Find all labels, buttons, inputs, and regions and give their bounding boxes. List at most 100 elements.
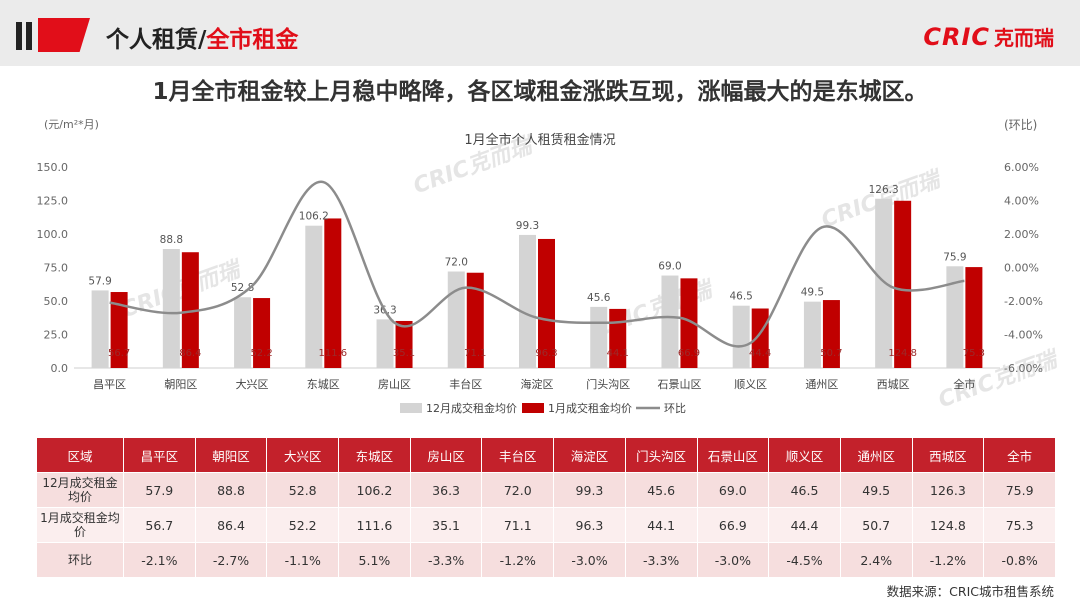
table-cell: 49.5 (839, 472, 913, 508)
data-label-jan: 71.1 (464, 348, 486, 359)
table-header-cell: 西城区 (911, 437, 985, 473)
data-label-jan: 56.7 (108, 348, 130, 359)
table-cell: 35.1 (409, 507, 483, 543)
bar-dec (732, 305, 750, 368)
page-title: 个人租赁/全市租金 (106, 20, 298, 54)
data-label-jan: 44.4 (749, 348, 771, 359)
x-tick-label: 丰台区 (449, 377, 482, 391)
table-cell: 71.1 (481, 507, 555, 543)
data-label-dec: 126.3 (869, 184, 899, 196)
bar-jan (395, 320, 413, 368)
row-label-line1: 1月成交租金均 (40, 511, 120, 525)
legend-label-dec: 12月成交租金均价 (426, 401, 517, 415)
y-tick-label: 50.0 (44, 295, 69, 308)
legend-label-mom: 环比 (664, 402, 686, 415)
x-tick-label: 通州区 (805, 378, 838, 391)
table-header-row: 区域 昌平区 朝阳区 大兴区 东城区 房山区 丰台区 海淀区 门头沟区 石景山区 顺义区 通州区 西城区… (36, 437, 1056, 473)
table-header-cell: 门头沟区 (624, 437, 698, 473)
chart-title: 1月全市个人租赁租金情况 (464, 132, 615, 148)
table-cell: -4.5% (768, 542, 841, 578)
x-tick-label: 西城区 (877, 378, 910, 391)
logo-latin: CRIC (923, 22, 990, 51)
y-tick-label: 75.0 (44, 262, 69, 275)
table-header-cell: 全市 (983, 437, 1056, 473)
y2-tick-label: 4.00% (1004, 195, 1039, 208)
row-label: 12月成交租金 均价 (36, 472, 124, 508)
y-tick-label: 150.0 (37, 161, 69, 174)
data-label-dec: 106.2 (299, 211, 329, 223)
bar-dec (661, 275, 679, 368)
x-tick-label: 大兴区 (236, 377, 269, 391)
table-cell: -1.2% (481, 542, 555, 578)
data-label-dec: 72.0 (445, 257, 468, 269)
left-axis-unit: (元/m²*月) (44, 118, 99, 131)
bar-jan (253, 298, 271, 368)
row-label-line2: 均价 (67, 490, 92, 504)
bar-jan (324, 218, 342, 368)
data-label-jan: 35.1 (393, 348, 415, 359)
data-label-dec: 45.6 (587, 292, 611, 304)
table-cell: 2.4% (839, 542, 913, 578)
table-cell: 50.7 (839, 507, 913, 543)
data-label-dec: 52.8 (231, 282, 254, 294)
logo-chinese: 克而瑞 (994, 26, 1054, 50)
legend-swatch-jan (522, 403, 544, 413)
row-label-line2: 价 (73, 525, 86, 539)
table-cell: -0.8% (983, 542, 1056, 578)
bar-dec (234, 297, 252, 368)
data-source: 数据来源：CRIC城市租售系统 (886, 584, 1054, 599)
y-tick-label: 125.0 (37, 195, 69, 208)
data-label-jan: 44.1 (607, 348, 629, 359)
bar-dec (162, 249, 180, 368)
data-label-jan: 66.9 (678, 348, 700, 359)
header-stripes-icon (16, 22, 32, 50)
bar-dec (946, 266, 964, 368)
bar-dec (376, 319, 394, 368)
bar-jan (751, 308, 769, 368)
table-header-cell: 通州区 (839, 437, 913, 473)
legend-swatch-dec (400, 403, 422, 413)
table-cell: 86.4 (194, 507, 268, 543)
bar-jan (609, 308, 627, 368)
legend-label-jan: 1月成交租金均价 (548, 401, 632, 415)
table-header-cell: 丰台区 (481, 437, 555, 473)
bar-jan (466, 272, 484, 368)
rent-table: 区域 昌平区 朝阳区 大兴区 东城区 房山区 丰台区 海淀区 门头沟区 石景山区 顺义区 通州区 西城区… (36, 437, 1056, 578)
table-cell: 52.2 (266, 507, 340, 543)
x-tick-label: 石景山区 (657, 378, 701, 391)
table-cell: 99.3 (553, 472, 626, 508)
table-cell: -3.0% (696, 542, 770, 578)
bar-jan (538, 238, 555, 368)
data-label-dec: 49.5 (801, 287, 824, 299)
table-cell: -2.7% (194, 542, 268, 578)
right-axis-unit: (环比) (1004, 118, 1038, 132)
bar-jan (965, 267, 983, 368)
data-label-jan: 52.2 (250, 348, 272, 359)
table-cell: 124.8 (911, 507, 985, 543)
table-row: 1月成交租金均价 56.7 86.4 52.2 111.6 35.1 71.1 96.3 44.… (36, 507, 1056, 543)
table-header-cell: 房山区 (409, 437, 483, 473)
table-cell: 88.8 (194, 472, 268, 508)
table-cell: 106.2 (338, 472, 411, 508)
x-tick-label: 海淀区 (521, 377, 554, 391)
table-cell: -2.1% (123, 542, 196, 578)
x-tick-label: 门头沟区 (586, 377, 630, 391)
data-label-jan: 111.6 (318, 348, 347, 359)
data-label-dec: 46.5 (729, 291, 752, 303)
table-header-cell: 海淀区 (553, 437, 626, 473)
x-tick-label: 顺义区 (734, 378, 767, 391)
table-cell: 45.6 (624, 472, 698, 508)
y-tick-label: 25.0 (44, 329, 69, 342)
table-header-cell: 区域 (36, 437, 124, 473)
page-title-highlight: 全市租金 (206, 27, 299, 53)
table-cell: -3.3% (624, 542, 698, 578)
bar-jan (680, 278, 698, 368)
table-row: 环比 -2.1% -2.7% -1.1% 5.1% -3.3% -1.2% -3.0% -3.3… (36, 542, 1056, 578)
x-tick-label: 昌平区 (93, 378, 126, 391)
table-cell: 69.0 (696, 472, 770, 508)
table-cell: -3.0% (553, 542, 626, 578)
y2-tick-label: -4.00% (1004, 329, 1043, 342)
table-cell: 75.9 (983, 472, 1056, 508)
page-title-prefix: 个人租赁/ (106, 27, 207, 53)
row-label-line1: 12月成交租金 (42, 476, 118, 490)
